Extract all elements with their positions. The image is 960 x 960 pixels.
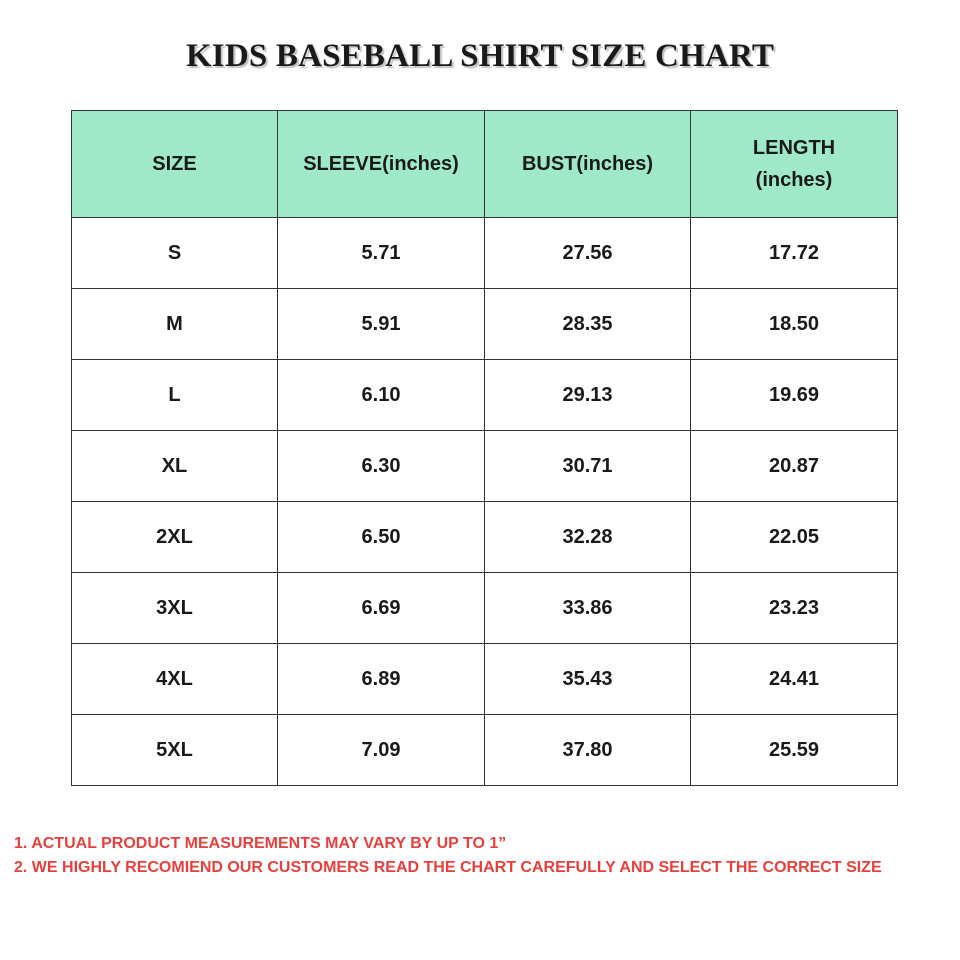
sleeve-cell: 6.69 [277,572,485,644]
size-cell: 2XL [71,501,278,573]
length-cell: 19.69 [690,359,898,431]
table-header-row: SIZE SLEEVE(inches) BUST(inches) LENGTH … [71,110,898,218]
sleeve-cell: 5.71 [277,217,485,289]
sleeve-cell: 6.30 [277,430,485,502]
table-body: S 5.71 27.56 17.72 M 5.91 28.35 18.50 L 6.10 29.13… [71,217,898,786]
table-row: 4XL 6.89 35.43 24.41 [71,643,898,715]
size-cell: M [71,288,278,360]
page-title: KIDS BASEBALL SHIRT SIZE CHART [185,38,775,74]
bust-cell: 27.56 [484,217,691,289]
bust-cell: 35.43 [484,643,691,715]
note-item: 2. WE HIGHLY RECOMIEND OUR CUSTOMERS REA… [14,859,882,876]
size-cell: 5XL [71,714,278,786]
table-row: M 5.91 28.35 18.50 [71,288,898,360]
sleeve-cell: 6.50 [277,501,485,573]
length-cell: 24.41 [690,643,898,715]
table-row: 5XL 7.09 37.80 25.59 [71,714,898,786]
column-header-sleeve: SLEEVE(inches) [277,110,485,218]
size-cell: L [71,359,278,431]
bust-cell: 30.71 [484,430,691,502]
size-cell: S [71,217,278,289]
length-cell: 17.72 [690,217,898,289]
note-item: 1. ACTUAL PRODUCT MEASUREMENTS MAY VARY … [14,835,507,852]
length-cell: 22.05 [690,501,898,573]
sleeve-cell: 6.89 [277,643,485,715]
bust-cell: 28.35 [484,288,691,360]
length-cell: 20.87 [690,430,898,502]
notes: 1. ACTUAL PRODUCT MEASUREMENTS MAY VARY … [14,832,882,880]
size-chart-table: SIZE SLEEVE(inches) BUST(inches) LENGTH … [71,110,898,786]
length-cell: 23.23 [690,572,898,644]
table-row: 2XL 6.50 32.28 22.05 [71,501,898,573]
length-cell: 18.50 [690,288,898,360]
table-row: S 5.71 27.56 17.72 [71,217,898,289]
bust-cell: 33.86 [484,572,691,644]
bust-cell: 29.13 [484,359,691,431]
table-row: L 6.10 29.13 19.69 [71,359,898,431]
sleeve-cell: 6.10 [277,359,485,431]
sleeve-cell: 7.09 [277,714,485,786]
bust-cell: 32.28 [484,501,691,573]
size-cell: 4XL [71,643,278,715]
column-header-bust: BUST(inches) [484,110,691,218]
table-row: XL 6.30 30.71 20.87 [71,430,898,502]
size-cell: XL [71,430,278,502]
sleeve-cell: 5.91 [277,288,485,360]
table-row: 3XL 6.69 33.86 23.23 [71,572,898,644]
column-header-size: SIZE [71,110,278,218]
length-cell: 25.59 [690,714,898,786]
bust-cell: 37.80 [484,714,691,786]
size-cell: 3XL [71,572,278,644]
column-header-length: LENGTH (inches) [690,110,898,218]
